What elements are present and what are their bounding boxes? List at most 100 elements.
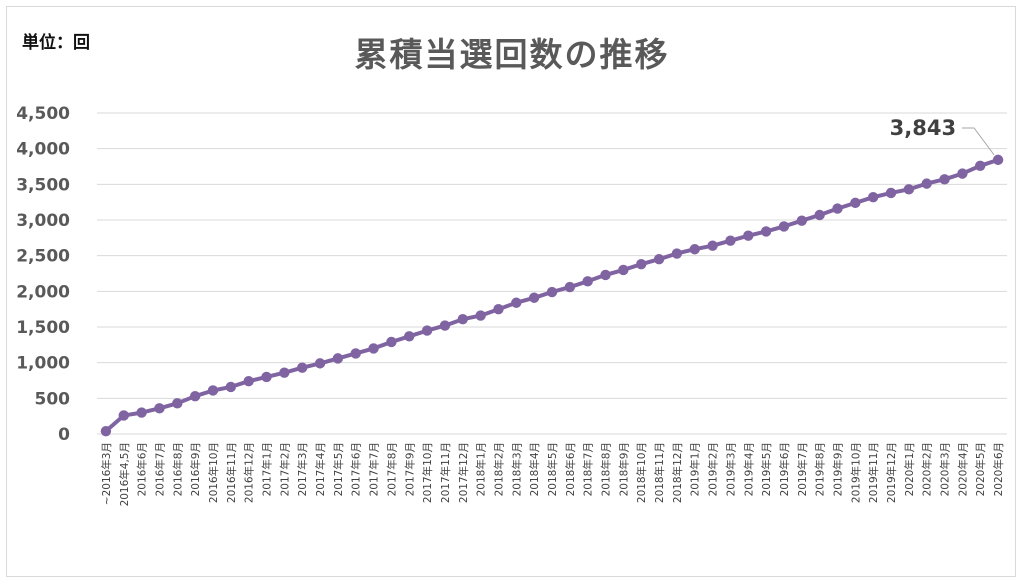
data-point [439, 320, 451, 331]
x-tick-label: 2017年3月 [296, 442, 309, 496]
x-tick-label: 2020年1月 [903, 442, 916, 496]
data-point [725, 235, 736, 246]
x-tick-label: 2018年8月 [600, 442, 613, 496]
data-point [100, 425, 112, 437]
data-point [689, 244, 700, 255]
data-point [618, 264, 629, 276]
x-tick-label: 2019年1月 [689, 442, 702, 496]
data-point [814, 209, 825, 221]
data-point [778, 221, 790, 232]
y-tick-label: 0 [58, 425, 70, 445]
x-tick-label: 2016年4,5月 [118, 442, 131, 506]
data-point [671, 248, 683, 259]
x-tick-label: 2020年2月 [921, 442, 934, 496]
data-point [582, 276, 593, 287]
y-tick-label: 2,000 [16, 282, 70, 302]
x-tick-label: 2018年1月 [475, 442, 488, 496]
x-tick-label: 2019年11月 [867, 442, 880, 503]
x-tick-label: 2020年6月 [992, 442, 1005, 496]
data-labels: 3,843 [890, 116, 995, 156]
x-tick-label: 2019年12月 [885, 442, 898, 503]
series-cumulative-wins [100, 154, 1004, 437]
data-point [743, 230, 754, 241]
data-point [975, 160, 986, 171]
data-point [511, 297, 522, 308]
x-tick-label: 2019年6月 [778, 442, 791, 496]
y-tick-label: 1,500 [16, 318, 70, 338]
x-tick-label: 2019年5月 [760, 442, 773, 496]
data-point [421, 325, 433, 336]
x-tick-label: 2018年6月 [564, 442, 577, 496]
data-point [653, 254, 665, 265]
data-point [118, 410, 129, 421]
x-tick-label: 2017年11月 [439, 442, 452, 503]
x-tick-label: 2018年5月 [546, 442, 559, 496]
x-tick-label: 2017年4月 [314, 442, 327, 496]
x-tick-label: 2019年7月 [796, 442, 809, 496]
x-tick-label: 2018年9月 [617, 442, 630, 496]
x-tick-label: 2018年3月 [510, 442, 523, 496]
data-point [457, 313, 468, 325]
data-point [885, 187, 897, 199]
y-tick-label: 4,000 [16, 140, 70, 160]
x-tick-label: ~2016年3月 [100, 442, 113, 505]
x-axis-ticks: ~2016年3月 2016年4,5月 2016年6月 2016年7月 2016年8月 20… [100, 442, 1005, 506]
data-point [172, 398, 183, 409]
data-point [225, 381, 237, 393]
data-point [636, 259, 647, 270]
unit-label: 単位：回 [22, 33, 90, 53]
x-tick-label: 2019年8月 [814, 442, 827, 496]
data-point [921, 178, 932, 189]
data-point [957, 168, 968, 179]
x-tick-label: 2016年8月 [171, 442, 184, 496]
y-tick-label: 2,500 [16, 247, 70, 267]
x-tick-label: 2018年12月 [671, 442, 684, 503]
data-point [903, 184, 915, 195]
data-point [546, 286, 558, 298]
data-point [850, 197, 861, 209]
x-tick-label: 2019年2月 [707, 442, 720, 496]
x-tick-label: 2017年2月 [278, 442, 291, 496]
x-tick-label: 2018年10月 [635, 442, 648, 503]
data-point [261, 371, 272, 383]
y-axis-ticks: 0 500 1,000 1,500 2,000 2,500 3,000 3,500 4,000 4… [16, 104, 70, 445]
x-tick-label: 2016年7月 [153, 442, 166, 496]
y-tick-label: 3,500 [16, 175, 70, 195]
chart-title: 累積当選回数の推移 [354, 35, 670, 74]
data-label: 3,843 [890, 116, 956, 140]
x-tick-label: 2020年3月 [939, 442, 952, 496]
data-point [493, 303, 504, 315]
x-tick-label: 2018年4月 [528, 442, 541, 496]
x-tick-label: 2019年3月 [724, 442, 737, 496]
data-point [243, 376, 254, 387]
x-tick-label: 2017年12月 [457, 442, 470, 503]
data-point [528, 292, 540, 303]
x-tick-label: 2017年1月 [261, 442, 274, 496]
data-point [314, 358, 326, 369]
x-tick-label: 2017年7月 [368, 442, 381, 496]
data-point [279, 367, 290, 378]
x-tick-label: 2017年8月 [385, 442, 398, 496]
data-point [189, 390, 201, 402]
y-tick-label: 3,000 [16, 211, 70, 231]
x-tick-label: 2018年7月 [582, 442, 595, 496]
data-point [796, 215, 808, 226]
data-point [600, 269, 611, 281]
x-tick-label: 2016年12月 [243, 442, 256, 503]
x-tick-label: 2017年9月 [403, 442, 416, 496]
data-point [296, 362, 308, 373]
x-tick-label: 2019年4月 [742, 442, 755, 496]
y-tick-label: 500 [35, 389, 71, 409]
data-point [707, 240, 718, 251]
x-tick-label: 2017年10月 [421, 442, 434, 503]
x-tick-label: 2020年5月 [974, 442, 987, 496]
x-tick-label: 2019年10月 [849, 442, 862, 503]
x-tick-label: 2020年4月 [956, 442, 969, 496]
x-tick-label: 2017年5月 [332, 442, 345, 496]
data-point [760, 226, 772, 237]
data-point [386, 336, 397, 348]
data-point [475, 310, 486, 321]
y-tick-label: 1,000 [16, 354, 70, 374]
x-tick-label: 2016年11月 [225, 442, 238, 503]
